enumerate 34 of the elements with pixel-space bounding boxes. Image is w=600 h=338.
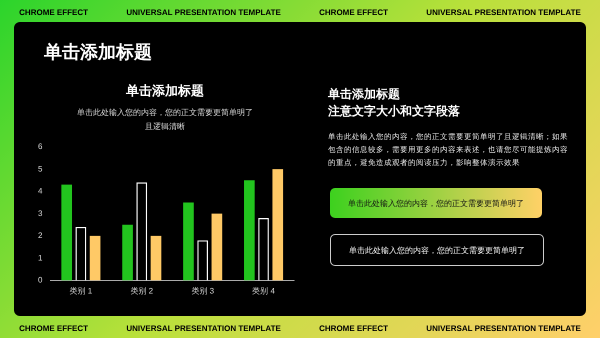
y-tick-label: 4 xyxy=(38,186,43,196)
text: 单击添加标题 xyxy=(44,41,152,64)
y-tick-label: 5 xyxy=(38,164,43,174)
x-tick-label: 类别 4 xyxy=(252,286,276,296)
bar xyxy=(272,169,284,280)
bar xyxy=(212,214,222,280)
text: CHROME EFFECT xyxy=(19,324,88,332)
text: 注意文字大小和文字段落 xyxy=(328,103,461,120)
bar xyxy=(244,180,255,280)
bar xyxy=(122,224,133,280)
y-tick-label: 2 xyxy=(38,231,43,240)
bar xyxy=(61,184,72,280)
y-tick-label: 6 xyxy=(38,142,43,152)
y-tick-label: 0 xyxy=(38,276,43,285)
button: 单击此处输入您的内容，您的正文需要更简单明了 xyxy=(330,234,544,266)
text: CHROME EFFECT xyxy=(319,8,388,16)
y-tick-label: 1 xyxy=(38,253,43,262)
x-tick-label: 类别 3 xyxy=(191,286,215,296)
y-tick-label: 3 xyxy=(38,208,43,218)
chart-subtitle: 单击此处输入您的内容，您的正文需要更简单明了且逻辑清晰 xyxy=(76,107,254,133)
x-tick-label: 类别 2 xyxy=(130,286,154,296)
text: 单击添加标题 xyxy=(328,86,401,103)
text: UNIVERSAL PRESENTATION TEMPLATE xyxy=(126,324,281,332)
text: UNIVERSAL PRESENTATION TEMPLATE xyxy=(426,324,581,332)
bar xyxy=(150,236,162,280)
text: UNIVERSAL PRESENTATION TEMPLATE xyxy=(126,8,281,16)
text: UNIVERSAL PRESENTATION TEMPLATE xyxy=(426,8,581,16)
bar xyxy=(183,202,194,280)
bar xyxy=(90,236,100,280)
button: 单击此处输入您的内容，您的正文需要更简单明了 xyxy=(330,188,542,218)
x-tick-label: 类别 1 xyxy=(70,286,93,296)
text: CHROME EFFECT xyxy=(319,324,388,332)
chart-title: 单击添加标题 xyxy=(125,83,205,100)
text: CHROME EFFECT xyxy=(19,8,88,16)
